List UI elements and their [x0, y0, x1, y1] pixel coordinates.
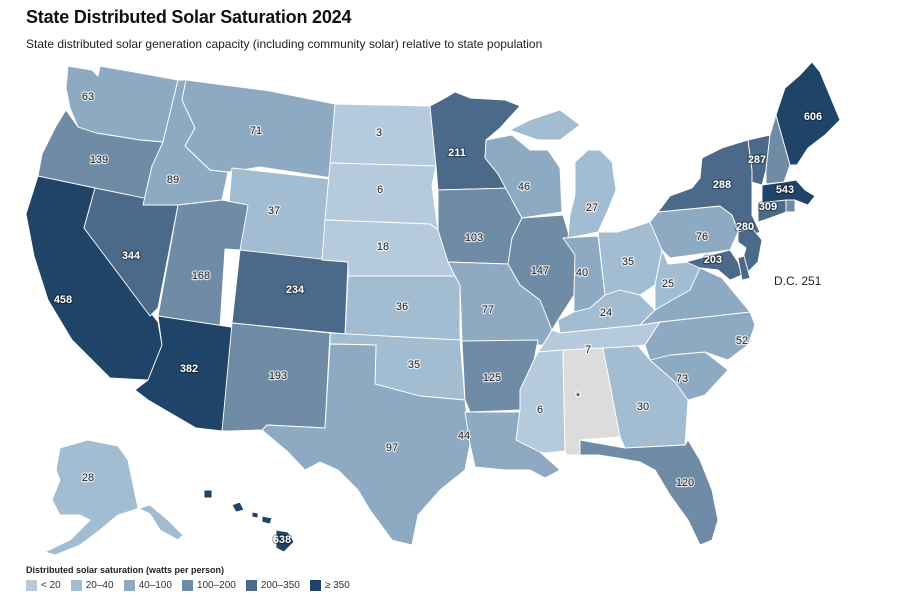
map-subtitle: State distributed solar generation capac… [26, 37, 543, 51]
state-value-label: 103 [465, 232, 483, 244]
state-value-label: 27 [586, 202, 598, 214]
state-value-label: 203 [704, 254, 722, 266]
state-value-label: 287 [748, 154, 766, 166]
state-value-label: 543 [776, 184, 794, 196]
legend-swatch [123, 580, 135, 591]
state-md[interactable] [685, 249, 743, 281]
legend-swatch [181, 580, 193, 591]
state-ak[interactable] [44, 439, 184, 556]
state-value-label: 458 [54, 294, 72, 306]
state-value-label: 234 [286, 284, 305, 296]
state-value-label: 52 [736, 335, 748, 347]
legend-label: < 20 [41, 580, 61, 591]
state-value-label: 73 [676, 373, 688, 385]
state-value-label: 193 [269, 370, 287, 382]
state-nc[interactable] [644, 311, 756, 361]
legend-label: 200–350 [260, 580, 300, 591]
state-value-label: 40 [576, 267, 588, 279]
state-value-label: 125 [483, 372, 501, 384]
state-value-label: 46 [518, 181, 530, 193]
state-value-label: 309 [759, 201, 777, 213]
state-value-label: 25 [662, 278, 674, 290]
legend-label: 40–100 [138, 580, 172, 591]
state-de[interactable] [737, 255, 751, 281]
legend-swatch [70, 580, 82, 591]
state-value-label: 77 [482, 304, 494, 316]
state-value-label: 120 [676, 477, 694, 489]
state-me[interactable] [775, 61, 841, 166]
state-value-label: 344 [122, 250, 141, 262]
legend-swatch [309, 580, 321, 591]
state-ri[interactable] [785, 199, 796, 213]
state-value-label: 36 [396, 301, 408, 313]
legend-swatch [26, 580, 37, 591]
state-value-label: 71 [250, 125, 262, 137]
state-hi[interactable] [203, 489, 295, 553]
state-pa[interactable] [649, 205, 739, 259]
state-value-label: 606 [804, 111, 822, 123]
state-value-label: * [576, 391, 581, 403]
legend-item: 40–100 [123, 580, 172, 591]
legend-item: 20–40 [70, 580, 114, 591]
state-value-label: 6 [377, 184, 383, 196]
state-value-label: 7 [585, 344, 591, 356]
state-value-label: 280 [736, 221, 754, 233]
state-value-label: 35 [622, 256, 634, 268]
map-title: State Distributed Solar Saturation 2024 [26, 7, 352, 27]
legend-title: Distributed solar saturation (watts per … [26, 565, 225, 575]
state-value-label: 37 [268, 205, 280, 217]
state-ks[interactable] [344, 275, 461, 341]
state-value-label: 35 [408, 359, 420, 371]
state-value-label: 89 [167, 174, 179, 186]
state-nd[interactable] [329, 103, 437, 167]
state-value-label: 3 [376, 127, 382, 139]
state-sd[interactable] [324, 162, 439, 231]
legend: < 20 20–40 40–100 100–200 200–350 ≥ 350 [26, 580, 350, 591]
state-mi[interactable] [509, 109, 617, 239]
state-ct[interactable] [757, 199, 787, 223]
legend-item: 100–200 [181, 580, 236, 591]
legend-swatch [245, 580, 257, 591]
state-value-label: 24 [600, 307, 612, 319]
state-value-label: 288 [713, 179, 731, 191]
state-value-label: 638 [273, 534, 291, 546]
state-value-label: 139 [90, 154, 108, 166]
state-value-label: 382 [180, 363, 198, 375]
state-value-label: 44 [458, 430, 470, 442]
state-value-label: 63 [82, 91, 94, 103]
state-value-label: 76 [696, 231, 708, 243]
dc-label: D.C. 251 [774, 274, 822, 288]
state-mt[interactable] [181, 79, 336, 179]
state-value-label: 30 [637, 401, 649, 413]
state-wi[interactable] [484, 134, 563, 219]
state-tx[interactable] [261, 343, 471, 546]
legend-item: 200–350 [245, 580, 300, 591]
state-value-label: 168 [192, 270, 210, 282]
state-value-label: 211 [448, 147, 466, 159]
legend-label: ≥ 350 [324, 580, 350, 591]
state-value-label: 18 [377, 241, 389, 253]
state-fl[interactable] [579, 439, 719, 546]
legend-label: 20–40 [85, 580, 114, 591]
legend-item: < 20 [26, 580, 61, 591]
state-value-label: 147 [531, 265, 549, 277]
legend-item: ≥ 350 [309, 580, 350, 591]
state-value-label: 97 [386, 442, 398, 454]
state-value-label: 6 [537, 404, 543, 416]
legend-label: 100–200 [196, 580, 236, 591]
state-value-label: 28 [82, 472, 94, 484]
